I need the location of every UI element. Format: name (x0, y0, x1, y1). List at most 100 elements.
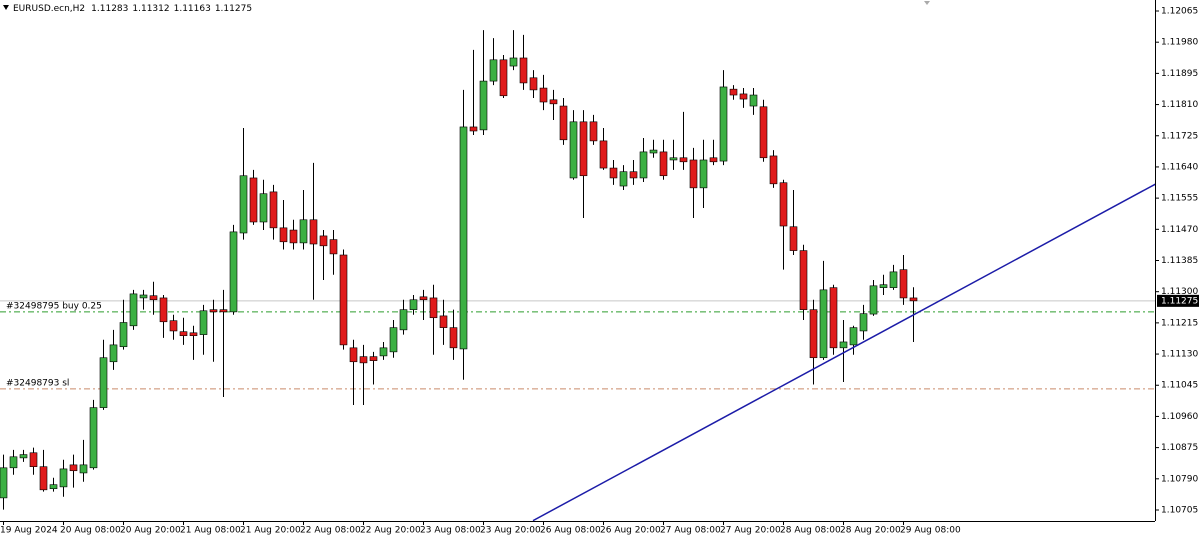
candle-body (49, 484, 58, 490)
trendline (532, 183, 1155, 521)
candle-body (219, 309, 228, 313)
candle-body (39, 466, 48, 491)
candle-body (879, 284, 888, 288)
header: EURUSD.ecn,H2 1.11283 1.11312 1.11163 1.1127… (13, 4, 252, 14)
candle-body (819, 289, 828, 359)
candle-body (209, 309, 218, 313)
candle-body (569, 121, 578, 179)
x-tick-label: 28 Aug 20:00 (840, 526, 901, 536)
x-tick-label: 23 Aug 20:00 (480, 526, 541, 536)
y-tick-label: 1.11895 (1161, 69, 1198, 79)
candle-body (499, 59, 508, 97)
candle-body (899, 269, 908, 299)
x-tick-label: 28 Aug 08:00 (780, 526, 841, 536)
candle-body (669, 157, 678, 161)
candle-body (509, 57, 518, 67)
x-tick-label: 29 Aug 08:00 (900, 526, 961, 536)
candle-body (699, 159, 708, 189)
candle-body (519, 57, 528, 84)
candle-body (179, 331, 188, 337)
candle-body (719, 86, 728, 162)
current-price-label: 1.11275 (1161, 296, 1198, 306)
order-label: #32498793 sl (6, 378, 69, 388)
x-tick-label: 22 Aug 08:00 (300, 526, 361, 536)
candle-body (189, 332, 198, 337)
candle-body (359, 356, 368, 364)
candle-body (489, 59, 498, 82)
candle-body (369, 356, 378, 361)
candle-body (839, 341, 848, 349)
candle-body (229, 231, 238, 313)
candle-body (249, 177, 258, 223)
candle-body (29, 452, 38, 467)
candle-body (559, 105, 568, 141)
candle-body (299, 219, 308, 244)
candle-body (329, 239, 338, 255)
x-tick-label: 21 Aug 20:00 (240, 526, 301, 536)
candle-body (399, 309, 408, 331)
last-high: 1.11312 (132, 4, 169, 14)
symbol: EURUSD.ecn,H2 (13, 4, 85, 14)
y-tick-label: 1.10960 (1161, 412, 1198, 422)
candle-body (389, 327, 398, 353)
candle-body (289, 229, 298, 244)
candle-body (349, 347, 358, 363)
candle-body (429, 297, 438, 319)
x-tick-label: 27 Aug 08:00 (660, 526, 721, 536)
candle-body (649, 149, 658, 154)
candle-body (149, 295, 158, 301)
y-tick-label: 1.11130 (1161, 350, 1198, 360)
y-tick-label: 1.11640 (1161, 162, 1198, 172)
candle-body (829, 287, 838, 349)
candle-body (629, 171, 638, 179)
x-tick-label: 20 Aug 20:00 (120, 526, 181, 536)
candle-body (729, 88, 738, 96)
candle-body (529, 77, 538, 91)
candle-body (109, 344, 118, 363)
candle-body (99, 357, 108, 408)
candle-body (459, 126, 468, 350)
candle-body (749, 94, 758, 107)
y-tick-label: 1.11045 (1161, 381, 1198, 391)
candle-body (679, 157, 688, 163)
candle-body (539, 87, 548, 103)
y-tick-label: 1.11300 (1161, 287, 1198, 297)
candle-body (789, 226, 798, 251)
candle-body (19, 454, 28, 459)
candle-body (0, 467, 8, 499)
candle-body (549, 99, 558, 105)
candle-body (79, 464, 88, 474)
y-tick-label: 1.11215 (1161, 318, 1198, 328)
x-tick-label: 20 Aug 08:00 (60, 526, 121, 536)
candle-body (409, 299, 418, 310)
plot-area: #32498795 buy 0.25 #32498793 sl (0, 30, 1155, 521)
candle-body (849, 327, 858, 346)
candle-body (339, 254, 348, 346)
candle-body (479, 80, 488, 131)
candle-body (309, 219, 318, 245)
candle-body (419, 296, 428, 301)
candle-body (579, 121, 588, 177)
candle-body (129, 293, 138, 327)
current-price-tag (1157, 294, 1199, 307)
candle-body (379, 347, 388, 357)
candle-body (169, 320, 178, 332)
y-tick-label: 1.11385 (1161, 256, 1198, 266)
candle-body (759, 106, 768, 159)
y-tick-label: 1.11980 (1161, 38, 1198, 48)
shift-marker (924, 1, 930, 5)
x-tick-label: 26 Aug 08:00 (540, 526, 601, 536)
candle-body (319, 235, 328, 247)
candle-body (799, 250, 808, 310)
candle-body (659, 151, 668, 177)
candle-body (119, 322, 128, 348)
candle-body (139, 294, 148, 299)
candle-body (449, 327, 458, 349)
candle-body (739, 93, 748, 100)
last-low: 1.11163 (174, 4, 211, 14)
candle-body (609, 167, 618, 179)
candle-body (279, 227, 288, 243)
candle-body (769, 155, 778, 185)
